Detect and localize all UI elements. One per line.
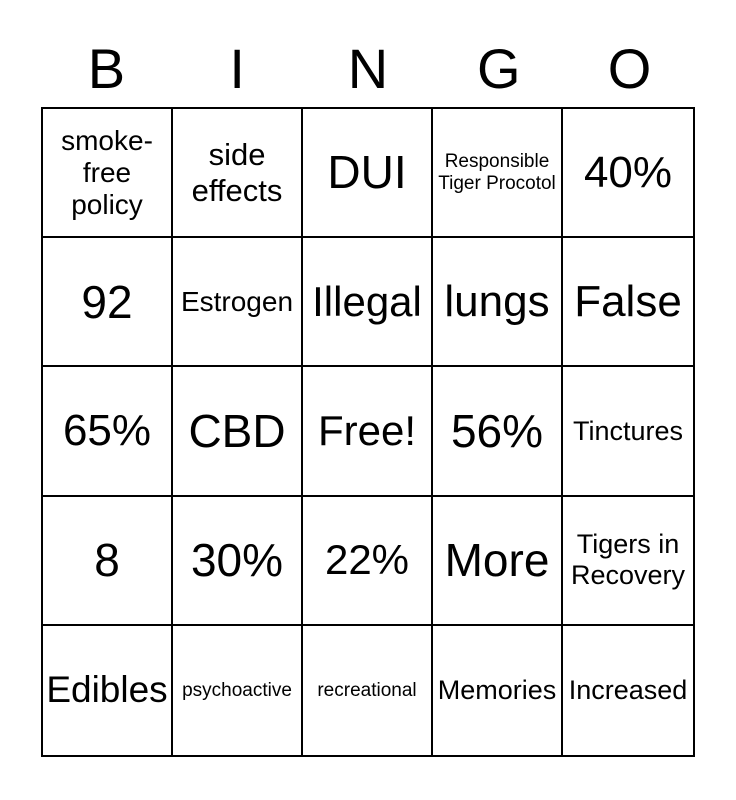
bingo-cell-r1c1[interactable]: smoke-free policy [43,109,173,239]
bingo-cell-r5c5[interactable]: Increased [563,625,693,755]
bingo-cell-r1c3[interactable]: DUI [303,109,433,239]
header-letter-n: N [347,37,389,100]
bingo-cell-r1c5[interactable]: 40% [563,109,693,239]
bingo-cell-r2c4[interactable]: lungs [433,238,563,368]
bingo-cell-r4c4[interactable]: More [433,496,563,626]
bingo-cell-r4c3[interactable]: 22% [303,496,433,626]
bingo-cell-r2c3[interactable]: Illegal [303,238,433,368]
bingo-cell-r3c5[interactable]: Tinctures [563,367,693,497]
bingo-cell-r1c2[interactable]: side effects [173,109,303,239]
bingo-cell-r3c4[interactable]: 56% [433,367,563,497]
bingo-cell-r1c4[interactable]: Responsible Tiger Procotol [433,109,563,239]
bingo-cell-r3c1[interactable]: 65% [43,367,173,497]
bingo-cell-r2c1[interactable]: 92 [43,238,173,368]
bingo-cell-r2c2[interactable]: Estrogen [173,238,303,368]
bingo-cell-r3c3-free[interactable]: Free! [303,367,433,497]
bingo-header: B I N G O [41,34,695,100]
bingo-grid: smoke-free policy side effects DUI Respo… [41,107,695,757]
header-letter-i: I [229,37,245,100]
header-letter-o: O [607,37,652,100]
bingo-cell-r2c5[interactable]: False [563,238,693,368]
bingo-cell-r5c1[interactable]: Edibles [43,625,173,755]
bingo-cell-r5c3[interactable]: recreational [303,625,433,755]
bingo-cell-r3c2[interactable]: CBD [173,367,303,497]
header-letter-g: G [477,37,521,100]
bingo-cell-r5c2[interactable]: psychoactive [173,625,303,755]
bingo-cell-r4c1[interactable]: 8 [43,496,173,626]
bingo-cell-r4c5[interactable]: Tigers in Recovery [563,496,693,626]
bingo-cell-r4c2[interactable]: 30% [173,496,303,626]
bingo-cell-r5c4[interactable]: Memories [433,625,563,755]
header-letter-b: B [87,37,126,100]
